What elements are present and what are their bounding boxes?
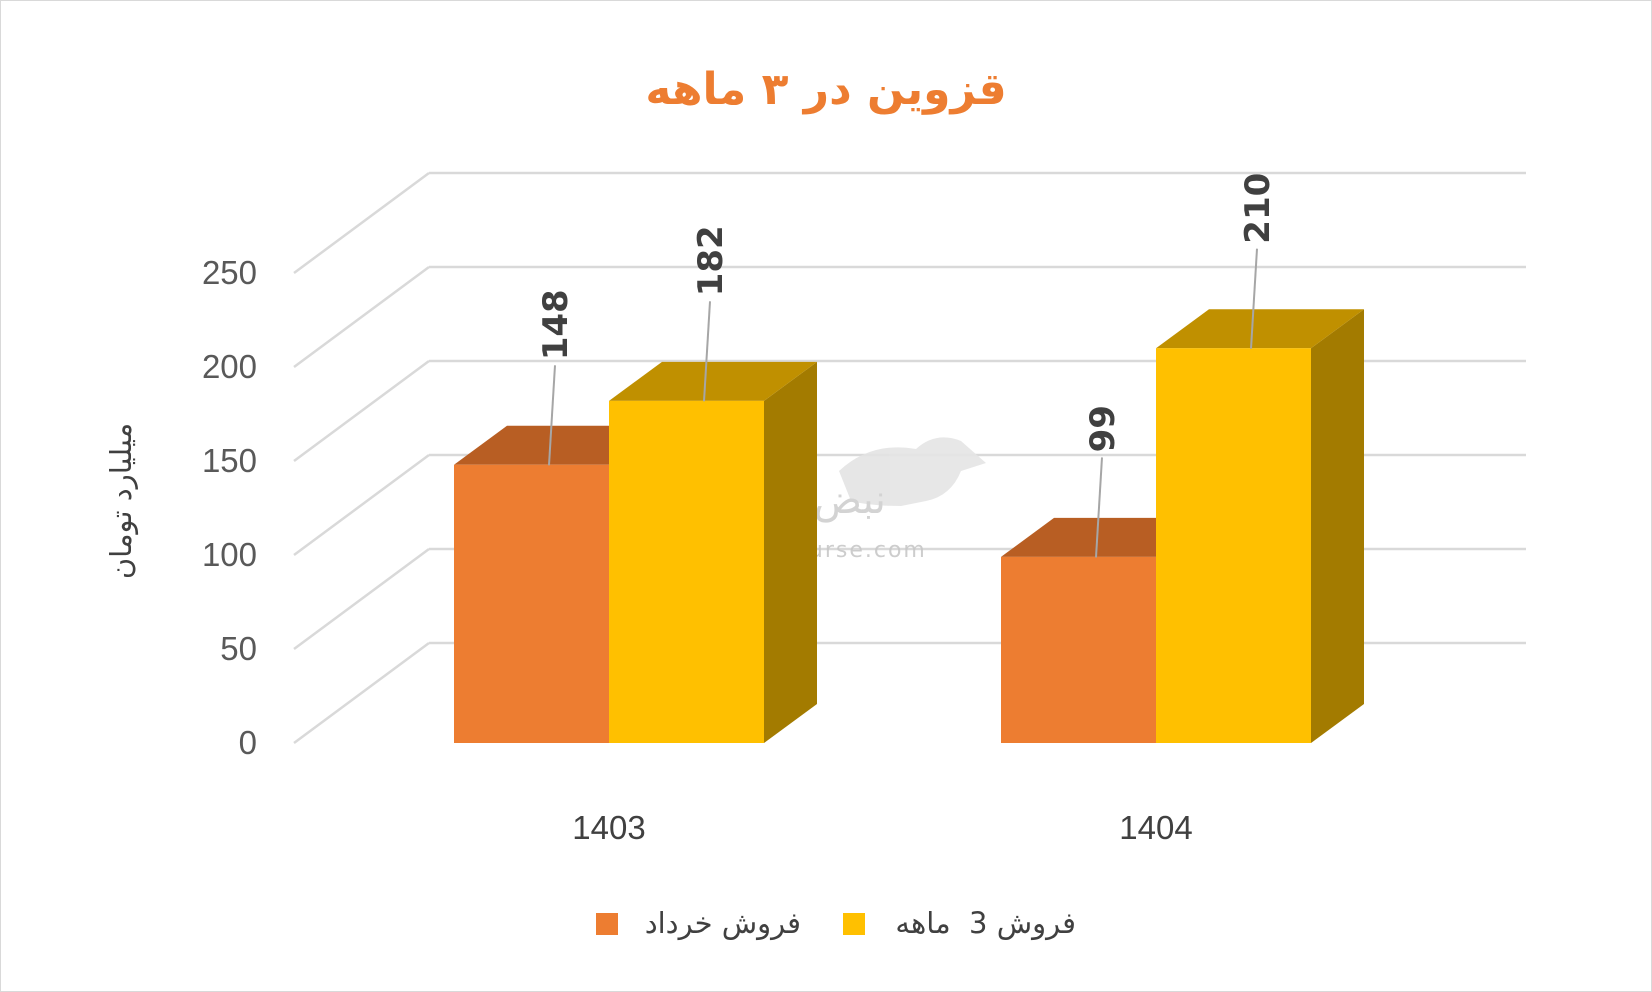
bar-side-face [764,361,817,743]
x-category-label: 1404 [1119,809,1192,846]
legend-label-khordad: فروش خرداد [645,906,801,940]
x-category-label: 1403 [572,809,645,846]
bar [1156,348,1311,743]
bars-layer [454,309,1364,743]
data-label-leader [1095,457,1103,558]
bar-side-face [1311,309,1364,743]
gridline-diagonal [293,265,430,369]
legend-swatch-3month [843,913,865,935]
data-label: 210 [1238,173,1278,244]
data-label: 148 [536,289,576,360]
gridline-diagonal [293,171,430,275]
y-tick-label: 50 [220,630,257,667]
data-label: 99 [1083,405,1123,452]
bar [609,400,764,743]
data-label: 182 [691,225,731,296]
legend-swatch-khordad [596,913,618,935]
chart-title: قزوین در ۳ ماهه [645,64,1006,115]
data-label-leader [1250,248,1258,349]
labels-layer: 148 182 99 210 [536,173,1278,558]
bar-top-face [609,361,817,401]
bar-top-face [1156,309,1364,349]
y-axis-label: میلیارد تومان [104,423,138,579]
bar [454,464,609,743]
y-tick-label: 0 [239,724,257,761]
gridline-diagonal [293,453,430,557]
axis-layer: 0 50 100 150 200 250 1403 1404 [202,254,1193,846]
y-tick-label: 250 [202,254,257,291]
gridline-diagonal [293,547,430,651]
data-label-leader [703,301,711,402]
bull-logo-icon [839,437,986,506]
gridline-diagonal [293,359,430,463]
data-label-leader [548,365,556,466]
y-tick-label: 100 [202,536,257,573]
bar [1001,556,1156,743]
y-tick-label: 150 [202,442,257,479]
legend-label-3month: فروش 3 ماهه [895,906,1076,940]
y-tick-label: 200 [202,348,257,385]
gridline-diagonal [293,641,430,745]
legend: فروش خرداد فروش 3 ماهه [596,906,1076,940]
